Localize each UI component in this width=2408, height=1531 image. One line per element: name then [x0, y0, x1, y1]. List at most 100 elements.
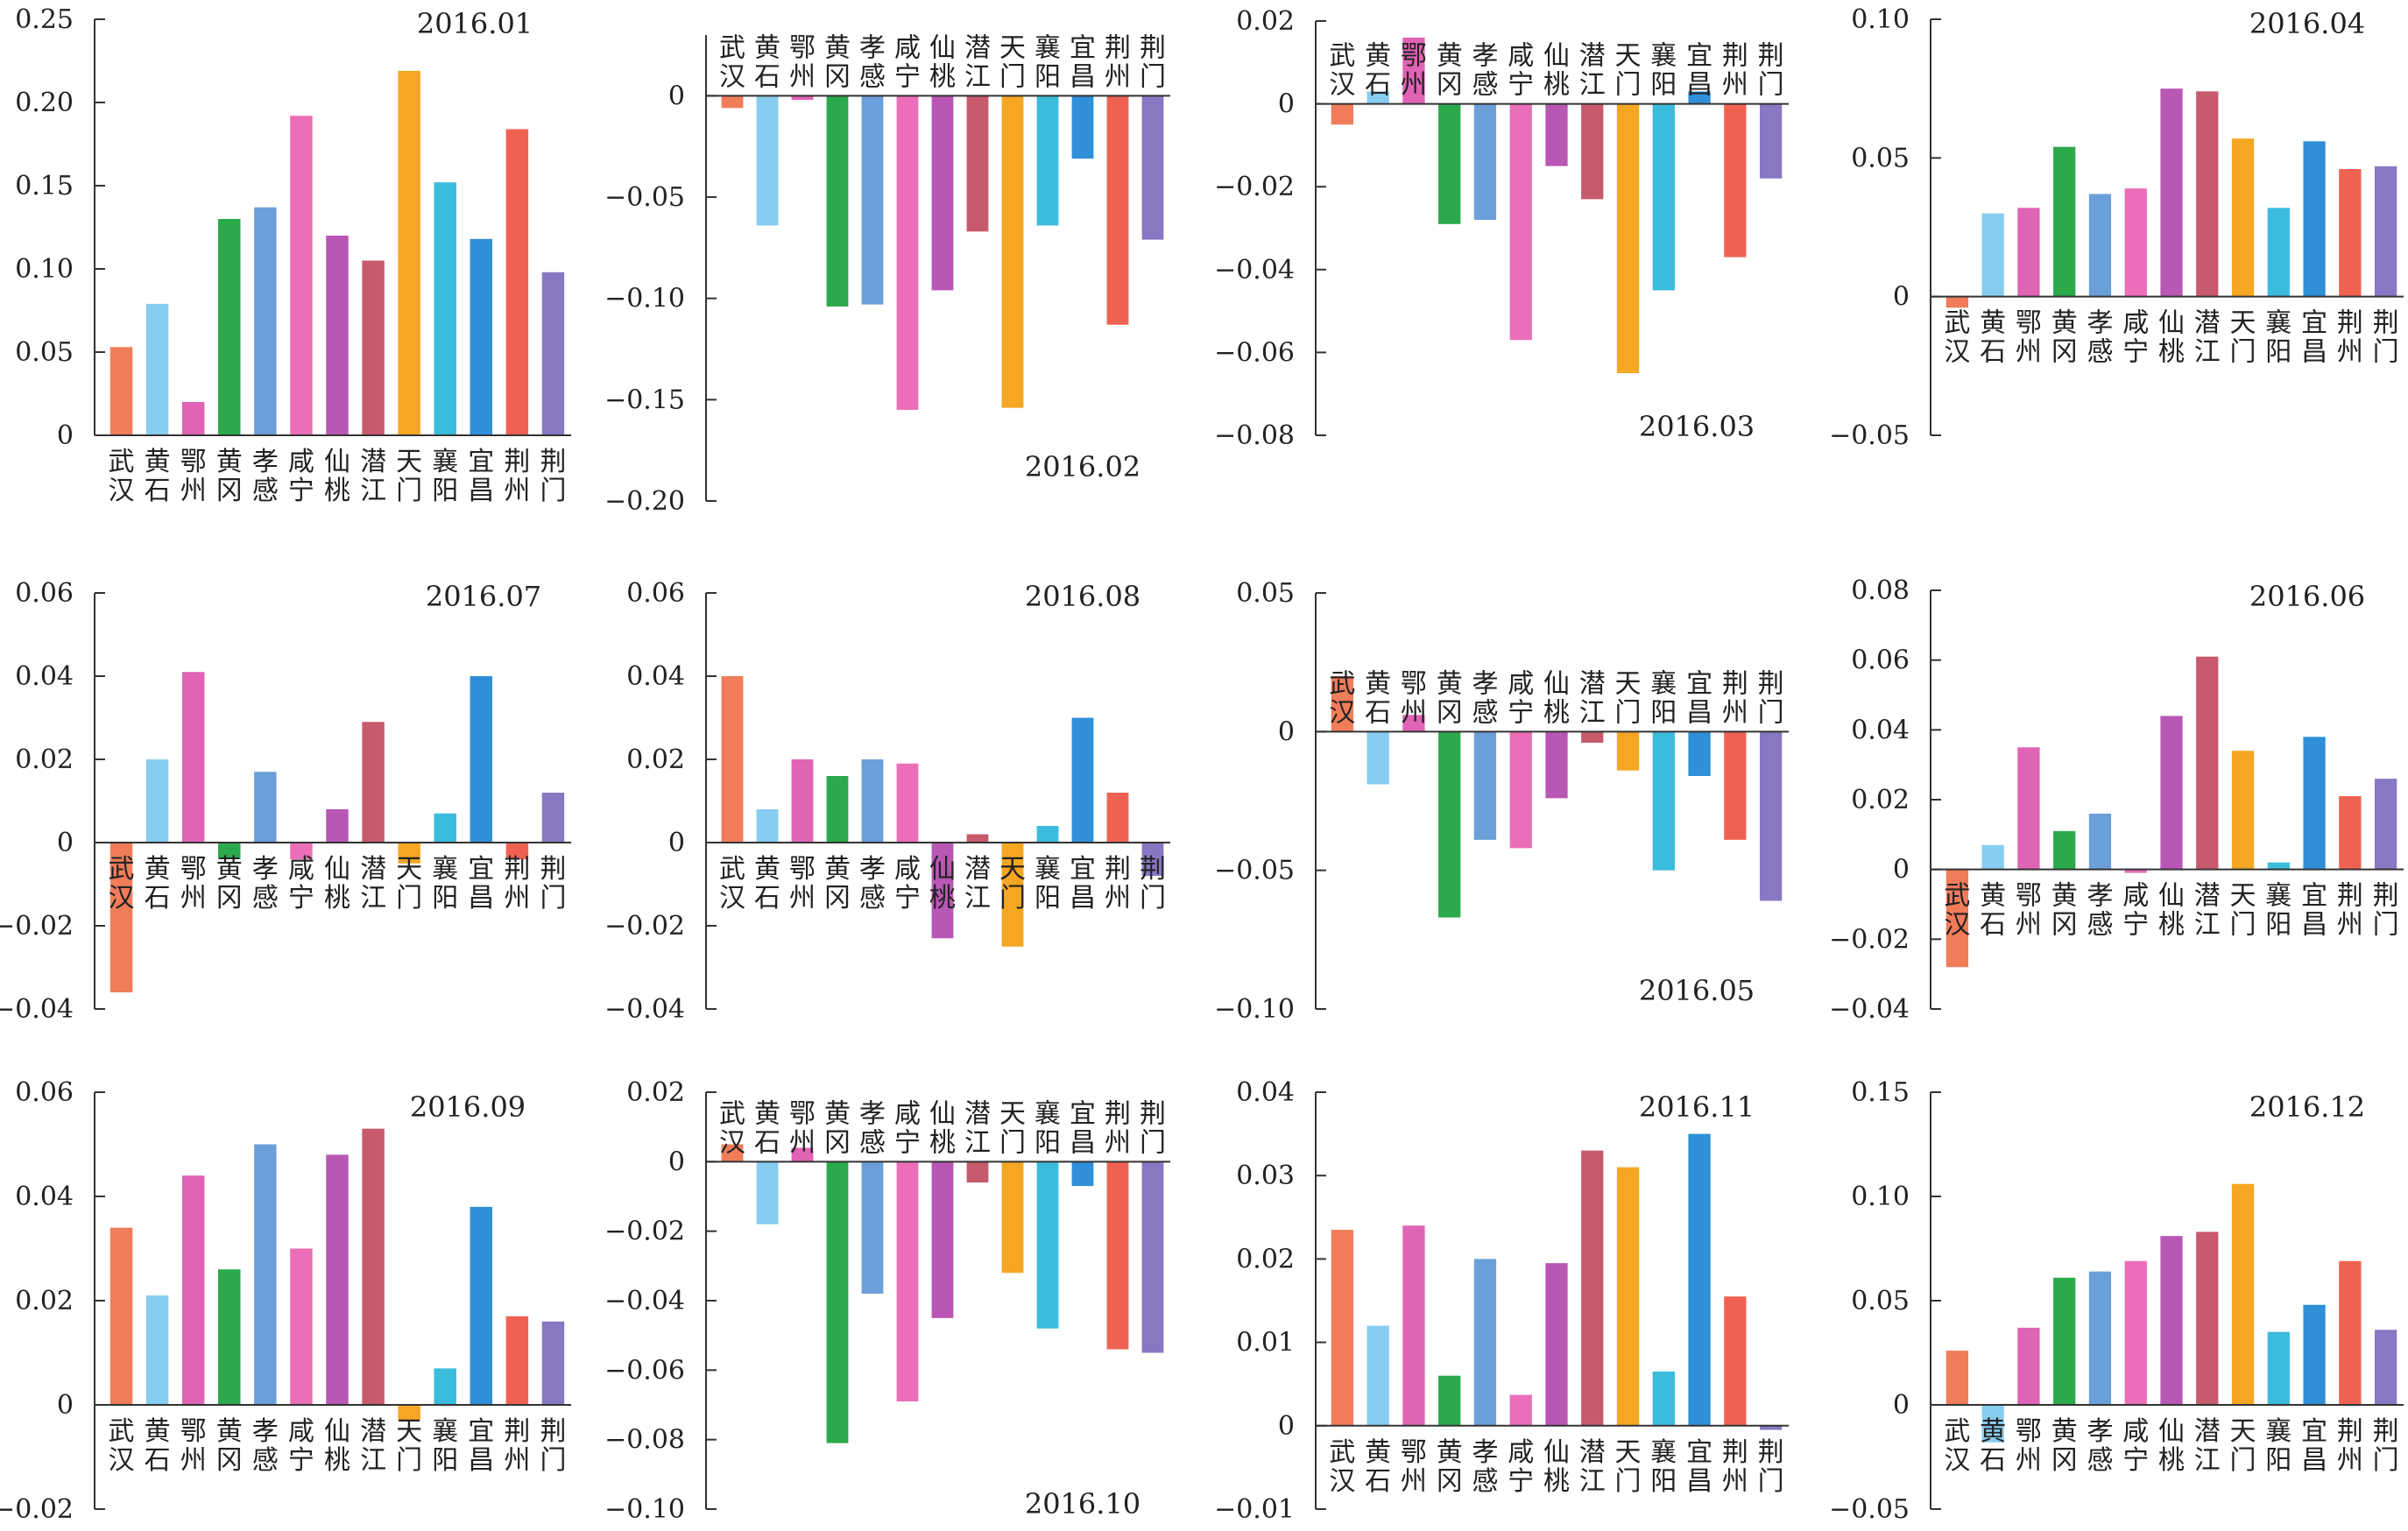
category-label-荆门-1: 荆: [540, 447, 566, 477]
chart-title: 2016.07: [426, 580, 541, 613]
bar-咸宁: [896, 95, 919, 410]
category-label-武汉-2: 汉: [109, 1445, 135, 1476]
bar-襄阳: [2267, 862, 2290, 870]
category-label-仙桃-1: 仙: [929, 32, 956, 63]
category-label-武汉-1: 武: [109, 854, 135, 885]
category-label-宜昌-1: 宜: [1070, 854, 1096, 885]
category-label-荆州-2: 州: [504, 1445, 530, 1476]
category-label-孝感-2: 感: [2087, 910, 2113, 941]
bar-仙桃: [2160, 1236, 2183, 1405]
chart-title: 2016.09: [410, 1090, 526, 1124]
category-label-荆州-1: 荆: [1722, 1437, 1748, 1468]
category-label-荆门-1: 荆: [540, 854, 566, 885]
bar-天门: [2231, 138, 2255, 297]
bar-宜昌: [1071, 1161, 1094, 1187]
category-label-仙桃-2: 桃: [324, 476, 350, 506]
bar-潜江: [362, 1128, 385, 1405]
category-label-仙桃-1: 仙: [1543, 1437, 1570, 1468]
chart-panel-2016.05: 0.050−0.05−0.10武汉黄石鄂州黄冈孝感咸宁仙桃潜江天门襄阳宜昌荆州荆…: [1214, 578, 1789, 1025]
category-label-荆州-2: 州: [1722, 70, 1748, 101]
category-label-天门-2: 门: [396, 476, 422, 506]
category-label-鄂州-2: 州: [1401, 1466, 1427, 1497]
category-label-黄冈-2: 冈: [824, 883, 851, 914]
bar-黄石: [1981, 844, 2004, 870]
bar-黄冈: [1438, 731, 1461, 918]
bar-仙桃: [326, 809, 349, 843]
category-label-荆州-2: 州: [2337, 337, 2363, 368]
category-label-黄冈-2: 冈: [1437, 1466, 1463, 1497]
category-label-武汉-2: 汉: [109, 476, 135, 506]
bar-荆州: [505, 1316, 529, 1405]
bar-潜江: [2196, 656, 2219, 870]
category-label-黄冈-1: 黄: [824, 1098, 851, 1129]
category-label-襄阳-2: 阳: [1650, 70, 1677, 101]
bar-咸宁: [290, 1248, 313, 1405]
bar-荆州: [1724, 1296, 1747, 1426]
category-label-咸宁-1: 咸: [894, 854, 921, 885]
category-label-荆门-2: 门: [1140, 883, 1166, 914]
category-label-荆门-2: 门: [1140, 1127, 1166, 1158]
category-label-荆州-2: 州: [1105, 61, 1131, 92]
bar-黄石: [145, 1295, 169, 1405]
category-label-武汉-2: 汉: [1944, 337, 1970, 368]
category-label-仙桃-2: 桃: [1543, 70, 1570, 101]
y-tick-label: −0.04: [604, 1286, 685, 1316]
bar-天门: [1001, 95, 1024, 408]
category-label-潜江-2: 江: [360, 476, 386, 506]
bar-仙桃: [931, 1161, 954, 1318]
bar-潜江: [966, 95, 989, 232]
bar-荆门: [2374, 1330, 2397, 1405]
bar-鄂州: [791, 759, 814, 843]
bar-黄石: [756, 1161, 779, 1224]
bar-黄冈: [218, 843, 241, 859]
chart-title: 2016.04: [2249, 7, 2365, 40]
bar-鄂州: [181, 672, 205, 843]
y-tick-label: 0: [1893, 1390, 1910, 1421]
chart-title: 2016.10: [1025, 1487, 1140, 1520]
category-label-孝感-1: 孝: [2087, 881, 2113, 912]
bar-孝感: [254, 207, 277, 435]
category-label-宜昌-2: 昌: [468, 1445, 494, 1476]
category-label-潜江-2: 江: [2194, 910, 2221, 941]
category-label-荆门-1: 荆: [1758, 1437, 1784, 1468]
category-label-潜江-2: 江: [2194, 337, 2221, 368]
category-label-荆门-1: 荆: [1140, 854, 1166, 885]
category-label-黄冈-1: 黄: [824, 32, 851, 63]
category-label-鄂州-1: 鄂: [789, 1098, 816, 1129]
category-label-武汉-1: 武: [109, 1416, 135, 1447]
bar-襄阳: [2267, 208, 2290, 297]
category-label-咸宁-2: 宁: [894, 1127, 921, 1158]
y-tick-label: 0.04: [15, 1182, 74, 1212]
bar-孝感: [1473, 1259, 1497, 1426]
category-label-潜江-2: 江: [1579, 70, 1606, 101]
category-label-潜江-2: 江: [1579, 1466, 1606, 1497]
category-label-宜昌-1: 宜: [1070, 32, 1096, 63]
bar-孝感: [254, 1144, 277, 1405]
category-label-荆门-1: 荆: [1758, 668, 1784, 699]
category-label-孝感-2: 感: [252, 883, 279, 914]
category-label-潜江-1: 潜: [1579, 41, 1606, 72]
category-label-仙桃-1: 仙: [2158, 308, 2185, 339]
category-label-潜江-1: 潜: [2194, 308, 2221, 339]
bar-荆门: [541, 1321, 565, 1405]
bar-荆州: [2339, 169, 2362, 297]
category-label-襄阳-2: 阳: [1035, 1127, 1061, 1158]
bar-咸宁: [896, 763, 919, 843]
category-label-鄂州-1: 鄂: [180, 854, 207, 885]
bar-黄冈: [826, 95, 849, 307]
category-label-咸宁-1: 咸: [2122, 881, 2149, 912]
bar-荆门: [1759, 103, 1783, 179]
y-tick-label: 0: [668, 828, 685, 858]
category-label-鄂州-2: 州: [180, 1445, 207, 1476]
category-label-宜昌-1: 宜: [1070, 1098, 1096, 1129]
category-label-黄石-2: 石: [1365, 70, 1391, 101]
category-label-仙桃-2: 桃: [324, 1445, 350, 1476]
category-label-潜江-2: 江: [2194, 1445, 2221, 1476]
bar-鄂州: [791, 1147, 814, 1162]
category-label-襄阳-1: 襄: [432, 1416, 458, 1447]
bar-宜昌: [2303, 141, 2326, 297]
y-tick-label: 0.15: [15, 171, 74, 201]
chart-title: 2016.08: [1025, 580, 1140, 613]
y-tick-label: 0: [1893, 282, 1910, 313]
category-label-荆州-1: 荆: [504, 854, 530, 885]
